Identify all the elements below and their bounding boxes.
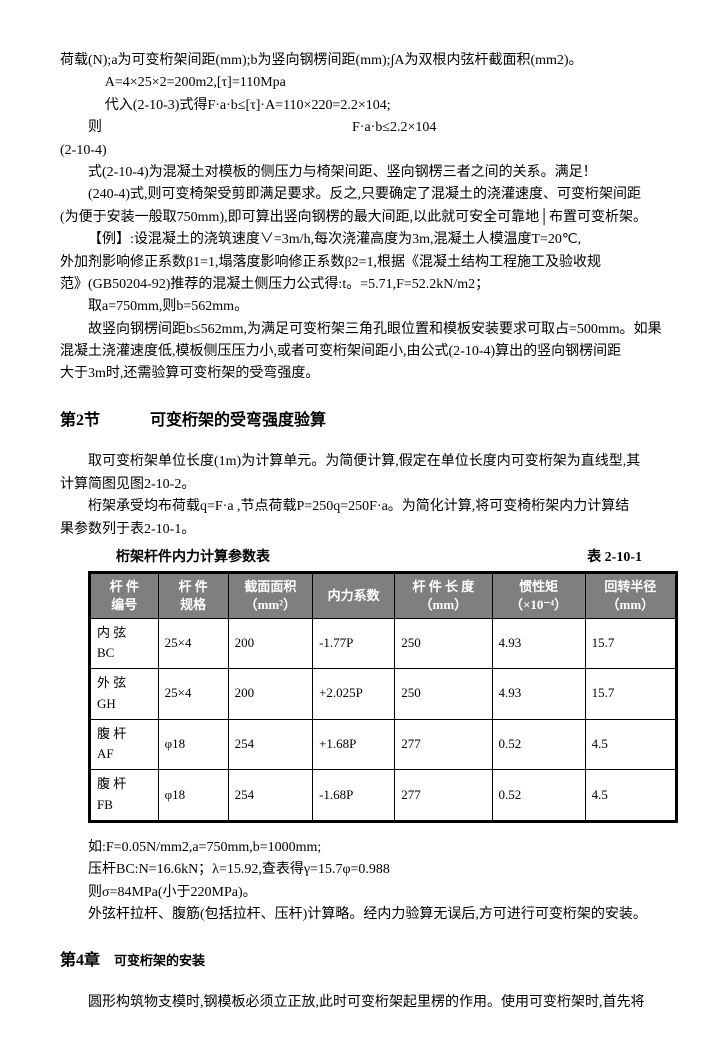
table-header-cell: 回转半径（mm）	[585, 573, 676, 618]
table-cell: 25×4	[158, 669, 228, 720]
table-cell: 250	[395, 669, 492, 720]
body-text: 故竖向钢楞间距b≤562mm,为满足可变桁架三角孔眼位置和模板安装要求可取占=5…	[60, 319, 666, 341]
table-header-row: 杆 件编号杆 件规格截面面积（mm²）内力系数杆 件 长 度（mm）惯性矩（×1…	[90, 573, 677, 618]
body-text: A=4×25×2=200m2,[τ]=110Mpa	[60, 72, 666, 94]
body-text: 混凝土浇灌速度低,模板侧压压力小,或者可变桁架间距小,由公式(2-10-4)算出…	[60, 341, 666, 363]
section-title-text: 可变桁架的受弯强度验算	[150, 412, 326, 429]
table-row: 外 弦GH25×4200+2.025P2504.9315.7	[90, 669, 677, 720]
body-text: 外弦杆拉杆、腹筋(包括拉杆、压杆)计算略。经内力验算无误后,方可进行可变桁架的安…	[60, 904, 666, 926]
table-cell: φ18	[158, 770, 228, 822]
body-text: 荷载(N);a为可变桁架间距(mm);b为竖向钢楞间距(mm);∫A为双根内弦杆…	[60, 50, 666, 72]
table-cell: 250	[395, 618, 492, 669]
table-cell: +1.68P	[313, 719, 395, 770]
table-cell: 25×4	[158, 618, 228, 669]
table-cell: 0.52	[492, 719, 585, 770]
body-text: 取a=750mm,则b=562mm。	[60, 296, 666, 318]
body-text: 范》(GB50204-92)推荐的混凝土侧压力公式得:t。=5.71,F=52.…	[60, 274, 666, 296]
table-cell: -1.68P	[313, 770, 395, 822]
table-cell: 4.93	[492, 618, 585, 669]
body-text: 果参数列于表2-10-1。	[60, 519, 666, 541]
body-text: 大于3m时,还需验算可变桁架的受弯强度。	[60, 363, 666, 385]
table-cell: -1.77P	[313, 618, 395, 669]
table-row: 内 弦BC25×4200-1.77P2504.9315.7	[90, 618, 677, 669]
table-cell: 254	[228, 719, 312, 770]
table-cell: 15.7	[585, 618, 676, 669]
table-row: 腹 杆AFφ18254+1.68P2770.524.5	[90, 719, 677, 770]
body-text: 【例】:设混凝土的浇筑速度∨=3m/h,每次浇灌高度为3m,混凝土人模温度T=2…	[60, 229, 666, 251]
body-text: 外加剂影响修正系数β1=1,塌落度影响修正系数β2=1,根据《混凝土结构工程施工…	[60, 252, 666, 274]
section-number: 第2节	[60, 412, 100, 429]
table-header-cell: 惯性矩（×10⁻⁴）	[492, 573, 585, 618]
body-text: 圆形构筑物支模时,钢模板必须立正放,此时可变桁架起里楞的作用。使用可变桁架时,首…	[60, 992, 666, 1014]
table-header-cell: 杆 件 长 度（mm）	[395, 573, 492, 618]
table-cell: 内 弦BC	[90, 618, 159, 669]
body-text: 如:F=0.05N/mm2,a=750mm,b=1000mm;	[60, 837, 666, 859]
table-cell: 4.5	[585, 719, 676, 770]
table-cell: 200	[228, 669, 312, 720]
formula-text: F·a·b≤2.2×104	[240, 117, 666, 139]
table-cell: 254	[228, 770, 312, 822]
body-text: 式(2-10-4)为混凝土对模板的侧压力与椅架间距、竖向钢楞三者之间的关系。满足…	[60, 162, 666, 184]
table-cell: 4.93	[492, 669, 585, 720]
body-text: 桁架承受均布荷载q=F·a ,节点荷载P=250q=250F·a。为简化计算,将…	[60, 496, 666, 518]
chapter-heading: 第4章可变桁架的安装	[60, 948, 666, 974]
table-header-cell: 内力系数	[313, 573, 395, 618]
table-caption: 桁架杆件内力计算参数表 表 2-10-1	[60, 547, 666, 569]
table-cell: 腹 杆FB	[90, 770, 159, 822]
body-text: (240-4)式,则可变椅架受剪即满足要求。反之,只要确定了混凝土的浇灌速度、可…	[60, 184, 666, 206]
parameter-table: 杆 件编号杆 件规格截面面积（mm²）内力系数杆 件 长 度（mm）惯性矩（×1…	[88, 571, 678, 822]
label-text: 则	[60, 117, 240, 139]
table-number: 表 2-10-1	[531, 547, 642, 569]
table-cell: 外 弦GH	[90, 669, 159, 720]
table-cell: 277	[395, 719, 492, 770]
body-text: (2-10-4)	[60, 140, 666, 162]
chapter-number: 第4章	[60, 952, 100, 969]
document-page: 荷载(N);a为可变桁架间距(mm);b为竖向钢楞间距(mm);∫A为双根内弦杆…	[0, 0, 726, 1054]
table-header-cell: 杆 件编号	[90, 573, 159, 618]
table-cell: 腹 杆AF	[90, 719, 159, 770]
body-text: (为便于安装一般取750mm),即可算出竖向钢楞的最大间距,以此就可安全可靠地│…	[60, 207, 666, 229]
table-cell: 15.7	[585, 669, 676, 720]
table-cell: 4.5	[585, 770, 676, 822]
body-text: 取可变桁架单位长度(1m)为计算单元。为简便计算,假定在单位长度内可变桁架为直线…	[60, 451, 666, 473]
formula-row: 则 F·a·b≤2.2×104	[60, 117, 666, 139]
table-row: 腹 杆FBφ18254-1.68P2770.524.5	[90, 770, 677, 822]
table-header-cell: 截面面积（mm²）	[228, 573, 312, 618]
table-cell: +2.025P	[313, 669, 395, 720]
chapter-title-text: 可变桁架的安装	[114, 953, 205, 968]
table-cell: 200	[228, 618, 312, 669]
table-cell: 277	[395, 770, 492, 822]
body-text: 则σ=84MPa(小于220MPa)。	[60, 882, 666, 904]
table-cell: 0.52	[492, 770, 585, 822]
section-heading: 第2节 可变桁架的受弯强度验算	[60, 408, 666, 434]
body-text: 代入(2-10-3)式得F·a·b≤[τ]·A=110×220=2.2×104;	[60, 95, 666, 117]
table-cell: φ18	[158, 719, 228, 770]
body-text: 计算简图见图2-10-2。	[60, 474, 666, 496]
table-title: 桁架杆件内力计算参数表	[116, 550, 270, 565]
body-text: 压杆BC:N=16.6kN；λ=15.92,查表得γ=15.7φ=0.988	[60, 859, 666, 881]
table-header-cell: 杆 件规格	[158, 573, 228, 618]
